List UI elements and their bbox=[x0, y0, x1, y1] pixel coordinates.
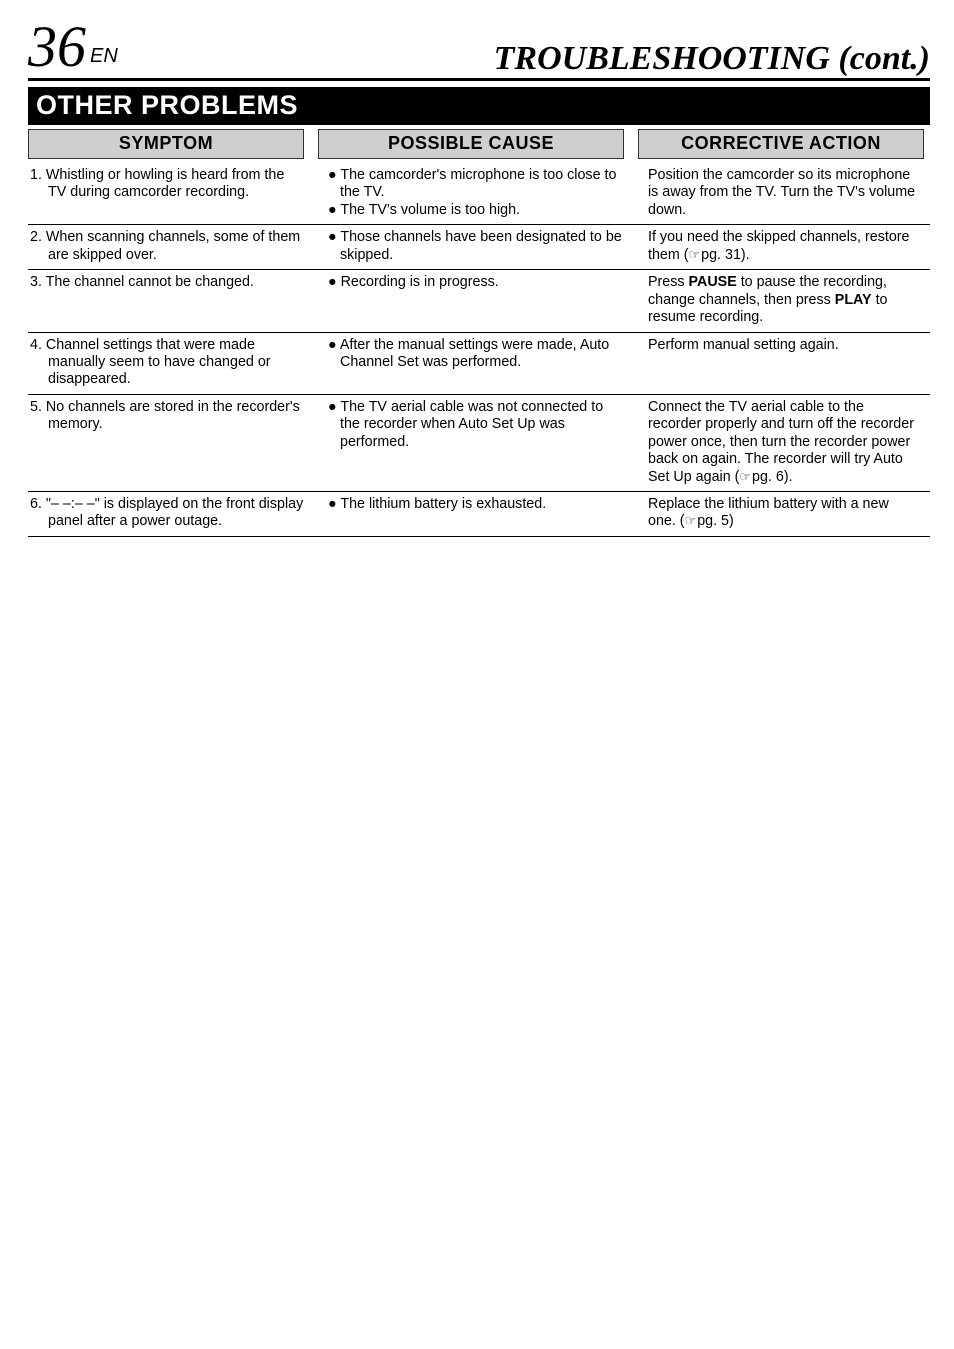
table-row: 4. Channel settings that were made manua… bbox=[28, 333, 930, 395]
page-title: TROUBLESHOOTING (cont.) bbox=[494, 42, 930, 76]
action-cell: Replace the lithium battery with a new o… bbox=[638, 496, 924, 531]
table-row: 5. No channels are stored in the recorde… bbox=[28, 395, 930, 492]
action-cell: Position the camcorder so its microphone… bbox=[638, 167, 924, 219]
table-row: 6. "– –:– –" is displayed on the front d… bbox=[28, 492, 930, 537]
cause-cell: ● The camcorder's microphone is too clos… bbox=[318, 167, 624, 219]
symptom-cell: 1. Whistling or howling is heard from th… bbox=[28, 167, 304, 219]
cause-bullet: ● The TV aerial cable was not connected … bbox=[340, 399, 624, 451]
action-cell: If you need the skipped channels, restor… bbox=[638, 229, 924, 264]
page-header: 36 EN TROUBLESHOOTING (cont.) bbox=[28, 18, 930, 81]
page-number-value: 36 bbox=[28, 18, 86, 76]
section-heading-bar: OTHER PROBLEMS bbox=[28, 87, 930, 125]
page-lang-tag: EN bbox=[90, 46, 118, 66]
cause-cell: ● Those channels have been designated to… bbox=[318, 229, 624, 264]
action-cell: Connect the TV aerial cable to the recor… bbox=[638, 399, 924, 486]
troubleshooting-rows: 1. Whistling or howling is heard from th… bbox=[28, 163, 930, 537]
cause-bullet: ● After the manual settings were made, A… bbox=[340, 337, 624, 372]
cause-cell: ● After the manual settings were made, A… bbox=[318, 337, 624, 389]
cause-bullet: ● Those channels have been designated to… bbox=[340, 229, 624, 264]
cause-bullet: ● The camcorder's microphone is too clos… bbox=[340, 167, 624, 202]
symptom-cell: 6. "– –:– –" is displayed on the front d… bbox=[28, 496, 304, 531]
page-number: 36 EN bbox=[28, 18, 118, 76]
table-row: 3. The channel cannot be changed. ● Recor… bbox=[28, 270, 930, 332]
table-row: 1. Whistling or howling is heard from th… bbox=[28, 163, 930, 225]
cause-cell: ● The TV aerial cable was not connected … bbox=[318, 399, 624, 486]
symptom-cell: 2. When scanning channels, some of them … bbox=[28, 229, 304, 264]
table-row: 2. When scanning channels, some of them … bbox=[28, 225, 930, 270]
column-header-cause: POSSIBLE CAUSE bbox=[318, 129, 624, 159]
cause-bullet: ● The lithium battery is exhausted. bbox=[340, 496, 624, 513]
symptom-cell: 3. The channel cannot be changed. bbox=[28, 274, 304, 326]
cause-cell: ● Recording is in progress. bbox=[318, 274, 624, 326]
symptom-cell: 4. Channel settings that were made manua… bbox=[28, 337, 304, 389]
cause-bullet: ● The TV's volume is too high. bbox=[340, 202, 624, 219]
symptom-cell: 5. No channels are stored in the recorde… bbox=[28, 399, 304, 486]
column-header-row: SYMPTOM POSSIBLE CAUSE CORRECTIVE ACTION bbox=[28, 129, 930, 159]
column-header-action: CORRECTIVE ACTION bbox=[638, 129, 924, 159]
column-header-symptom: SYMPTOM bbox=[28, 129, 304, 159]
action-cell: Press PAUSE to pause the recording, chan… bbox=[638, 274, 924, 326]
section-heading: OTHER PROBLEMS bbox=[36, 90, 298, 120]
cause-cell: ● The lithium battery is exhausted. bbox=[318, 496, 624, 531]
cause-bullet: ● Recording is in progress. bbox=[340, 274, 624, 291]
action-cell: Perform manual setting again. bbox=[638, 337, 924, 389]
